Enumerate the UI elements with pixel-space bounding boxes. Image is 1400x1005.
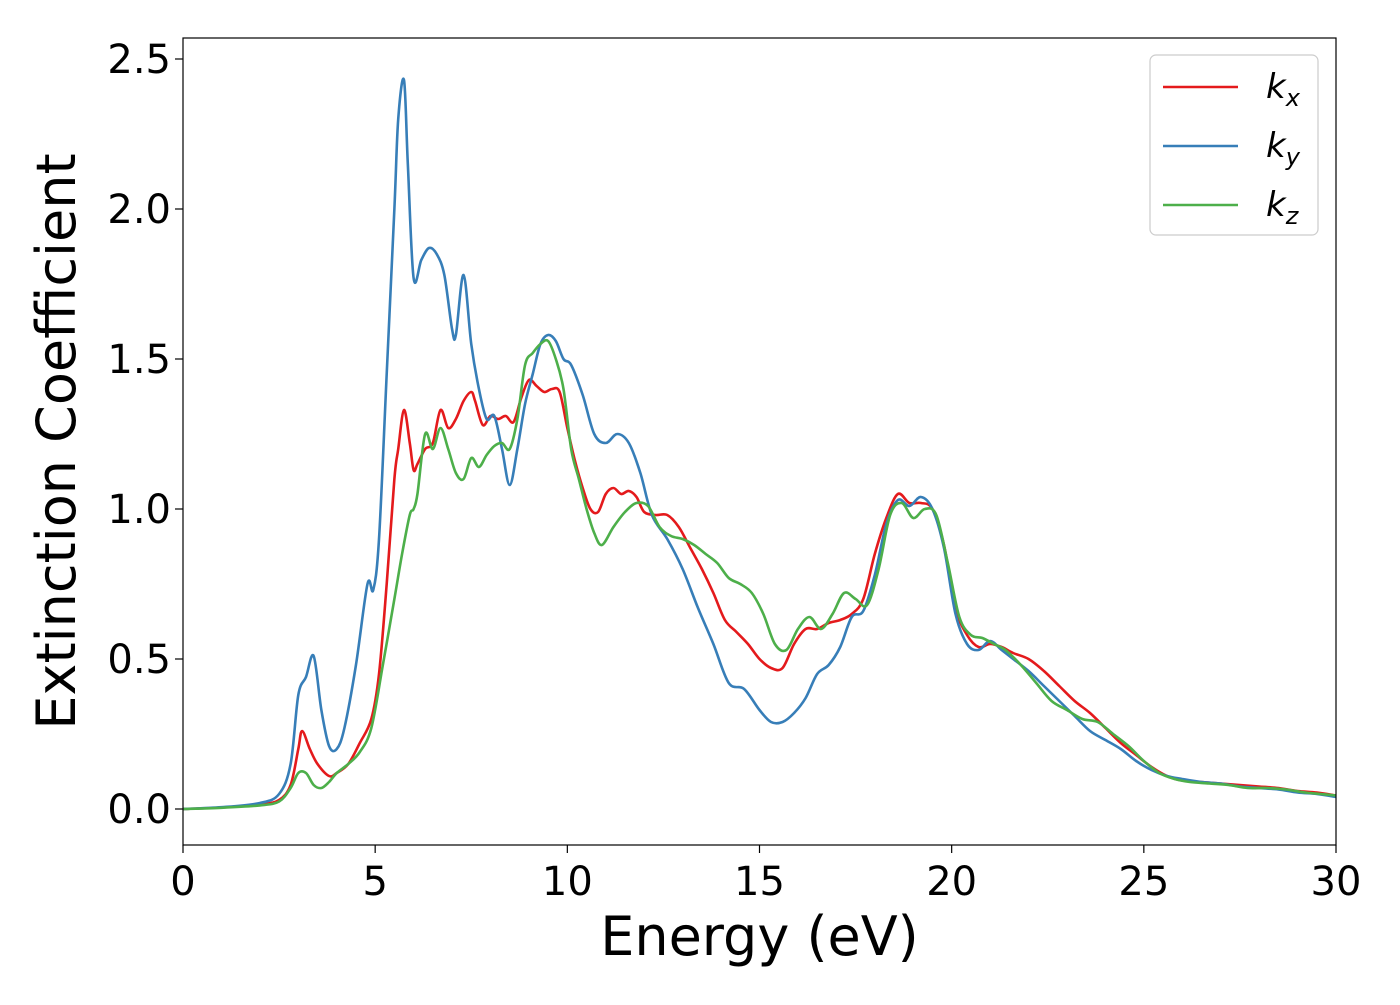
x-tick-label: 0 [170, 859, 195, 905]
series-line-kx [182, 378, 1337, 811]
x-tick-label: 20 [926, 859, 977, 905]
y-tick-label: 1.5 [107, 337, 171, 383]
series-line-kz [182, 338, 1337, 811]
series-layer [182, 77, 1337, 811]
y-tick-label: 2.5 [107, 37, 171, 83]
y-tick-label: 0.0 [107, 787, 171, 833]
x-tick-label: 10 [542, 859, 593, 905]
x-tick-label: 25 [1118, 859, 1169, 905]
x-tick-label: 15 [734, 859, 785, 905]
y-axis-ticks: 0.0 0.5 1.0 1.5 2.0 2.5 [107, 37, 183, 833]
x-axis-ticks: 0 5 10 15 20 25 30 [170, 845, 1361, 905]
y-tick-label: 0.5 [107, 637, 171, 683]
y-tick-label: 2.0 [107, 187, 171, 233]
y-axis-label: Extinction Coefficient [25, 153, 88, 729]
x-axis-label: Energy (eV) [600, 905, 919, 968]
x-tick-label: 30 [1311, 859, 1362, 905]
series-line-ky [182, 77, 1337, 811]
y-tick-label: 1.0 [107, 487, 171, 533]
x-tick-label: 5 [362, 859, 387, 905]
